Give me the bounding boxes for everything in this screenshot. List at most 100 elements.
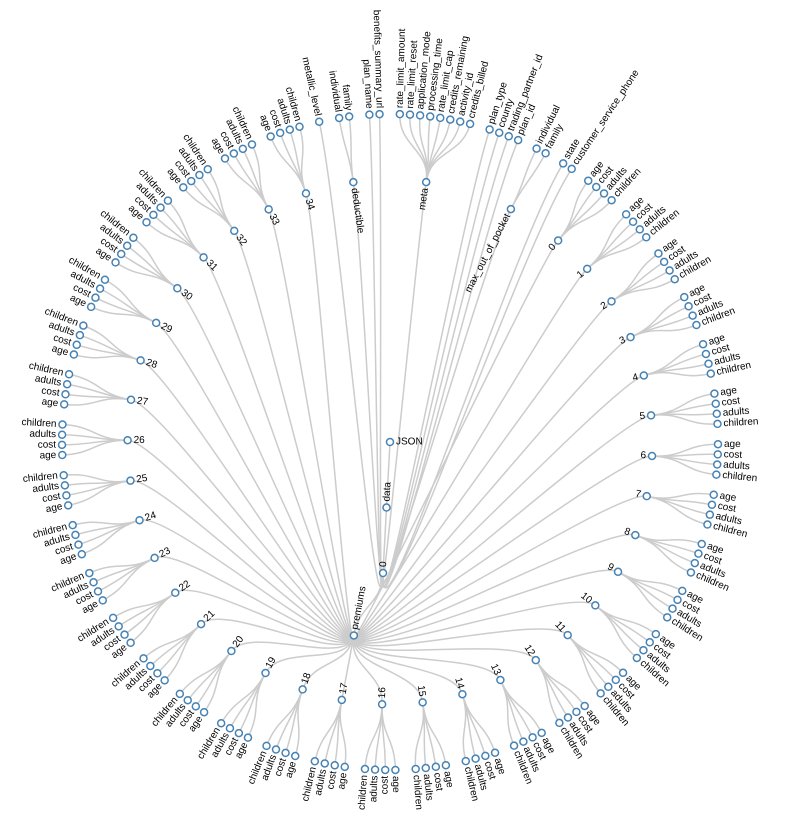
link bbox=[140, 359, 355, 639]
node-circle bbox=[441, 760, 451, 770]
node-circle bbox=[537, 728, 546, 738]
node-circle bbox=[591, 182, 601, 192]
link bbox=[353, 300, 612, 639]
link bbox=[382, 129, 491, 588]
node-label: 13 bbox=[488, 662, 503, 677]
leaf-node: age bbox=[710, 385, 738, 398]
link bbox=[155, 322, 355, 639]
node-circle bbox=[446, 115, 455, 124]
node-label: cost bbox=[721, 396, 741, 409]
node-label: 28 bbox=[145, 357, 159, 371]
link bbox=[72, 519, 140, 526]
node-circle bbox=[431, 762, 441, 772]
node-circle bbox=[698, 339, 708, 349]
leaf-node: age bbox=[45, 501, 73, 515]
node-circle bbox=[58, 420, 67, 429]
node-label: cost bbox=[41, 385, 61, 399]
node-circle bbox=[425, 112, 435, 121]
node-circle bbox=[266, 132, 275, 141]
node-circle bbox=[136, 356, 145, 365]
node-circle bbox=[175, 689, 185, 699]
link bbox=[264, 635, 355, 674]
branch-node: 5 bbox=[639, 411, 656, 422]
node-circle bbox=[220, 154, 230, 163]
link bbox=[646, 495, 713, 506]
branch-node: 9 bbox=[605, 561, 623, 577]
node-label: cost bbox=[717, 501, 737, 515]
node-circle bbox=[690, 558, 700, 568]
link bbox=[318, 121, 384, 588]
node-label: adults bbox=[421, 773, 435, 801]
node-circle bbox=[139, 654, 148, 663]
node-circle bbox=[607, 297, 616, 306]
link bbox=[611, 261, 665, 302]
node-circle bbox=[238, 144, 248, 154]
link bbox=[353, 533, 636, 641]
link bbox=[382, 168, 573, 589]
link bbox=[567, 634, 602, 694]
link bbox=[381, 704, 386, 770]
node-circle bbox=[264, 205, 273, 214]
node-circle bbox=[583, 176, 593, 185]
node-circle bbox=[149, 210, 158, 220]
link bbox=[352, 635, 383, 705]
node-circle bbox=[59, 470, 68, 480]
node-circle bbox=[707, 500, 717, 509]
link bbox=[200, 618, 355, 646]
node-circle bbox=[199, 253, 208, 262]
leaf-node: age bbox=[713, 439, 741, 450]
link bbox=[348, 116, 355, 183]
link bbox=[378, 114, 384, 587]
leaf-node: age bbox=[709, 490, 737, 504]
node-label: 1 bbox=[575, 269, 587, 281]
node-circle bbox=[599, 189, 609, 198]
link bbox=[124, 592, 176, 636]
branch-node: 4 bbox=[631, 371, 649, 384]
link bbox=[154, 555, 355, 642]
node-circle bbox=[641, 233, 651, 242]
branch-node: 30 bbox=[173, 284, 195, 303]
node-circle bbox=[380, 765, 390, 775]
leaf-node: cost bbox=[701, 342, 731, 359]
link bbox=[334, 699, 343, 766]
link bbox=[220, 672, 267, 724]
node-circle bbox=[692, 320, 701, 330]
link bbox=[145, 221, 205, 258]
node-circle bbox=[199, 707, 209, 717]
branch-node: 3 bbox=[618, 332, 635, 347]
node-label: age bbox=[441, 770, 455, 789]
node-label: children bbox=[21, 417, 57, 430]
link bbox=[594, 604, 651, 643]
link bbox=[305, 193, 355, 638]
leaf-node: cost bbox=[711, 396, 741, 409]
node-circle bbox=[230, 226, 239, 236]
node-label: 9 bbox=[605, 561, 616, 574]
link bbox=[611, 278, 676, 302]
node-label: adults bbox=[32, 481, 60, 495]
node-circle bbox=[163, 196, 173, 205]
node-circle bbox=[262, 741, 271, 751]
link bbox=[461, 694, 487, 757]
node-circle bbox=[519, 737, 528, 746]
node-circle bbox=[98, 596, 108, 605]
node-circle bbox=[553, 236, 563, 245]
link bbox=[251, 144, 270, 210]
node-circle bbox=[247, 140, 257, 149]
node-label: cost bbox=[724, 449, 743, 461]
leaf-node: age bbox=[41, 396, 69, 409]
node-circle bbox=[494, 128, 504, 137]
node-circle bbox=[563, 713, 573, 722]
branch-node: 17 bbox=[337, 682, 351, 705]
link bbox=[461, 694, 467, 762]
link bbox=[382, 208, 512, 582]
leaf-node: plan_name bbox=[360, 59, 374, 119]
leaf-node: children bbox=[356, 764, 370, 810]
link bbox=[132, 237, 178, 289]
node-circle bbox=[71, 530, 80, 540]
link bbox=[64, 397, 132, 406]
leaf-node: age bbox=[284, 751, 300, 779]
node-circle bbox=[153, 669, 162, 678]
node-circle bbox=[706, 369, 716, 378]
node-circle bbox=[411, 764, 420, 774]
node-circle bbox=[146, 661, 155, 671]
